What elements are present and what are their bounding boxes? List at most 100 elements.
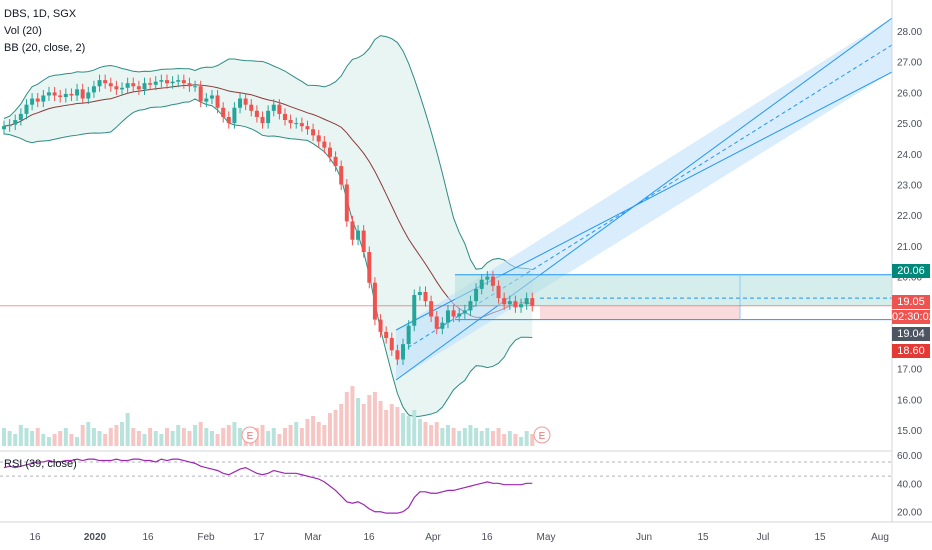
volume-bar <box>524 431 529 446</box>
time-axis-label: Feb <box>197 532 215 543</box>
volume-bar <box>153 431 158 446</box>
volume-bar <box>361 404 366 446</box>
candle-body <box>103 80 108 84</box>
volume-bar <box>339 404 344 446</box>
volume-bar <box>75 437 80 446</box>
candle-body <box>2 126 6 130</box>
candle-body <box>80 89 85 99</box>
candle-body <box>395 350 400 360</box>
candle-body <box>204 98 209 102</box>
candle-body <box>361 230 366 253</box>
bollinger-legend[interactable]: BB (20, close, 2) <box>4 42 86 54</box>
bollinger-bands <box>3 35 533 418</box>
candles <box>2 74 535 366</box>
symbol-legend[interactable]: DBS, 1D, SGX <box>4 8 77 20</box>
candle-body <box>221 107 226 117</box>
volume-bar <box>238 428 243 446</box>
volume-bar <box>193 425 198 446</box>
volume-bar <box>125 413 130 446</box>
time-axis-label: 16 <box>363 532 375 543</box>
time-axis-label: 15 <box>814 532 826 543</box>
rsi-legend[interactable]: RSI (39, close) <box>4 458 77 470</box>
volume-bar <box>103 434 108 446</box>
price-axis-label: 24.00 <box>897 150 922 161</box>
countdown-tag: 02:30:02 <box>892 310 932 324</box>
candle-body <box>63 93 68 98</box>
candle-body <box>327 147 332 157</box>
candle-body <box>215 95 220 108</box>
candle-body <box>434 316 439 329</box>
volume-bar <box>395 407 400 446</box>
volume-bar <box>530 434 535 446</box>
rsi-pane <box>0 450 892 514</box>
price-axis-label: 20.00 <box>897 273 922 284</box>
price-axis-label: 17.00 <box>897 365 922 376</box>
candle-body <box>406 325 411 345</box>
volume-bar <box>485 428 490 446</box>
candle-body <box>423 291 428 302</box>
volume-bar <box>2 428 6 446</box>
candle-body <box>86 92 91 99</box>
volume-bar <box>58 431 63 446</box>
time-axis-label: 16 <box>142 532 154 543</box>
time-axis-label: Aug <box>871 532 889 543</box>
volume-bar <box>367 395 372 446</box>
volume-bar <box>35 428 40 446</box>
volume-bar <box>378 401 383 446</box>
candle-body <box>288 120 293 124</box>
candle-body <box>249 104 254 111</box>
candle-body <box>176 80 181 82</box>
candle-body <box>401 344 406 360</box>
candle-body <box>311 129 316 136</box>
candle-body <box>114 86 119 90</box>
volume-bar <box>350 386 355 446</box>
volume-bar <box>170 431 175 446</box>
candle-body <box>97 80 102 87</box>
candle-body <box>384 331 389 338</box>
candle-body <box>294 123 299 125</box>
volume-bar <box>69 434 74 446</box>
volume-bar <box>187 431 192 446</box>
candle-body <box>412 295 417 326</box>
candle-body <box>209 95 214 99</box>
price-axis-label: 28.00 <box>897 27 922 38</box>
bollinger-fill <box>4 35 533 417</box>
candle-body <box>148 83 153 85</box>
price-axis-label: 23.00 <box>897 181 922 192</box>
candle-body <box>451 310 456 317</box>
candle-body <box>24 104 29 114</box>
entry-price-tag: 19.04 <box>892 327 930 341</box>
candle-body <box>474 288 479 302</box>
volume-bar <box>457 431 462 446</box>
channel-edge-line <box>395 17 893 381</box>
candle-body <box>462 310 467 314</box>
price-axis-label: 27.00 <box>897 58 922 69</box>
candle-body <box>170 81 175 84</box>
volume-bar <box>260 425 265 446</box>
volume-bar <box>344 392 349 446</box>
candle-body <box>108 83 113 87</box>
price-axis-label: 26.00 <box>897 88 922 99</box>
candle-body <box>457 313 462 317</box>
candle-body <box>46 92 51 96</box>
candle-body <box>490 276 495 286</box>
candle-body <box>260 116 265 124</box>
volume-bar <box>215 434 220 446</box>
candle-body <box>356 230 361 240</box>
time-axis-label: 16 <box>29 532 41 543</box>
volume-bar <box>204 428 209 446</box>
candle-body <box>159 80 164 82</box>
candle-body <box>468 301 473 311</box>
candle-body <box>193 86 198 88</box>
volume-bar <box>221 428 226 446</box>
volume-bar <box>63 428 68 446</box>
candle-body <box>519 304 524 308</box>
volume-legend[interactable]: Vol (20) <box>4 25 42 37</box>
volume-bar <box>333 410 338 446</box>
candle-body <box>238 98 243 108</box>
candle-body <box>479 279 484 289</box>
volume-bar <box>468 425 473 446</box>
candle-body <box>283 113 287 121</box>
